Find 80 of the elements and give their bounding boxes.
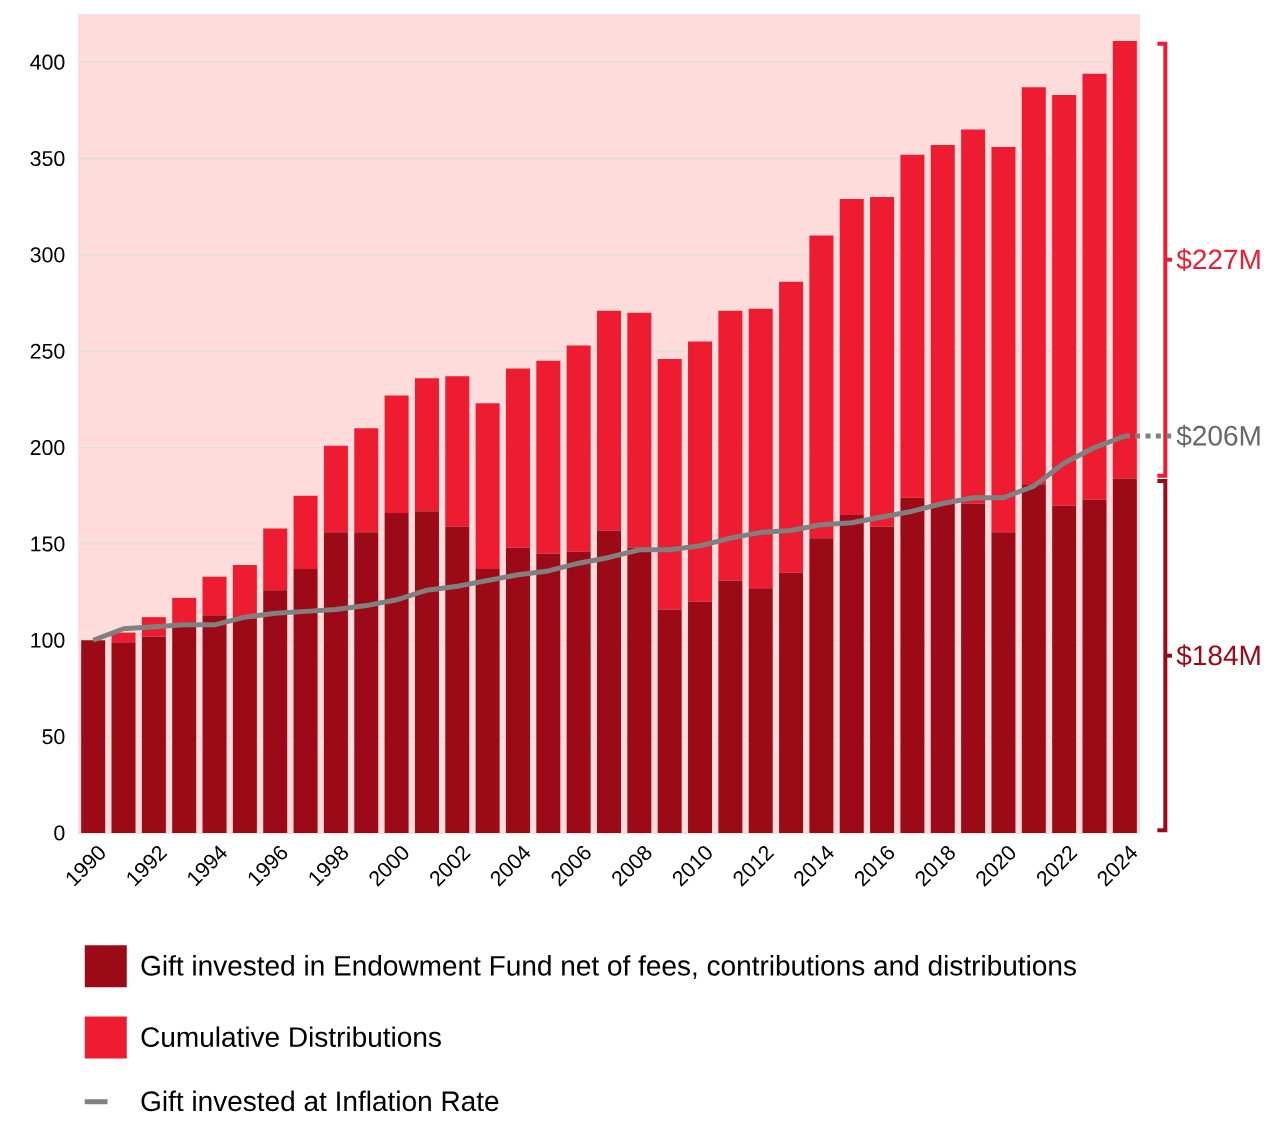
text: $206M <box>1176 424 1260 448</box>
bar <box>475 403 500 569</box>
bar <box>657 609 682 833</box>
bar <box>354 428 379 533</box>
bar <box>930 503 955 833</box>
bar <box>263 590 288 833</box>
bar <box>414 378 439 512</box>
bar <box>688 341 713 602</box>
bar <box>81 640 106 833</box>
bar <box>505 368 530 548</box>
bar <box>961 129 986 504</box>
bar <box>445 526 470 833</box>
bar <box>536 553 561 833</box>
y-tick-label: 250 <box>30 343 65 359</box>
y-tick-label: 300 <box>30 247 65 263</box>
bar <box>323 532 348 833</box>
bar <box>232 565 257 620</box>
bar <box>627 547 652 833</box>
text: $184M <box>1176 644 1260 668</box>
bar <box>232 619 257 833</box>
bar <box>870 526 895 833</box>
bar <box>718 580 743 833</box>
y-tick-label: 350 <box>30 150 65 167</box>
legend-label: Gift invested in Endowment Fund net of fees, contributions and distributions <box>141 955 1076 979</box>
y-tick-label: 50 <box>42 729 65 745</box>
y-tick-label: 400 <box>30 54 65 70</box>
bar <box>839 515 864 833</box>
bar <box>627 312 652 548</box>
legend-label: Cumulative Distributions <box>141 1026 441 1048</box>
bar <box>202 576 227 616</box>
bar <box>688 601 713 833</box>
bar <box>293 568 318 833</box>
y-tick-label: 150 <box>31 536 65 552</box>
bar <box>1021 484 1046 833</box>
bar <box>1082 499 1107 833</box>
bar <box>748 588 773 833</box>
text: $227M <box>1176 248 1260 272</box>
bar <box>991 146 1016 533</box>
bar <box>1082 73 1107 500</box>
bar <box>597 310 621 531</box>
bar <box>111 642 136 833</box>
bar <box>263 528 288 591</box>
bar <box>991 532 1016 833</box>
bar <box>809 538 834 833</box>
bar <box>657 358 682 610</box>
bar <box>445 376 470 527</box>
bar <box>566 345 591 552</box>
bar <box>202 615 227 833</box>
bar <box>961 503 986 833</box>
legend-label: Gift invested at Inflation Rate <box>141 1090 499 1112</box>
bar <box>505 547 530 833</box>
bar <box>870 197 895 527</box>
bar <box>900 154 925 498</box>
bar <box>779 281 804 573</box>
bar <box>839 198 864 516</box>
bar <box>597 530 621 833</box>
bar <box>354 532 379 833</box>
bar <box>323 445 348 533</box>
bar <box>1112 478 1137 833</box>
y-tick-label: 0 <box>54 825 65 841</box>
bar <box>1052 94 1077 506</box>
y-tick-label: 100 <box>31 632 65 648</box>
bar <box>566 551 591 833</box>
bar <box>900 497 925 833</box>
bar <box>809 235 834 539</box>
bar <box>1052 505 1077 833</box>
bar <box>141 636 166 833</box>
bar <box>930 145 955 504</box>
bar <box>779 572 804 833</box>
bar <box>1021 87 1046 485</box>
bar <box>536 360 561 554</box>
bar <box>748 308 773 589</box>
bar <box>414 511 439 833</box>
y-tick-label: 200 <box>30 440 65 456</box>
bar <box>172 626 197 833</box>
bar <box>718 310 743 581</box>
bar <box>384 395 409 514</box>
bar <box>384 513 409 833</box>
bar <box>293 495 318 569</box>
bar <box>475 568 500 833</box>
